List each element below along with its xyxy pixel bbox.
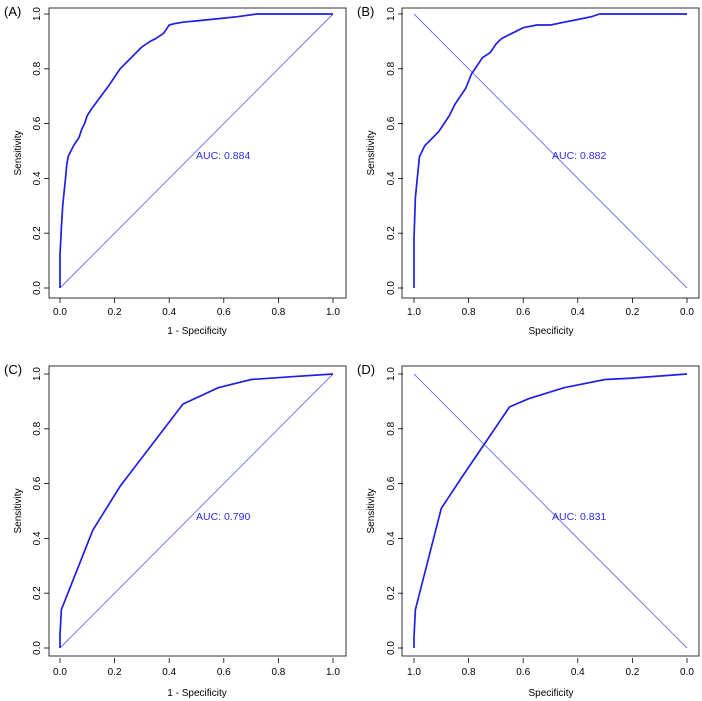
roc-plot: 1.0 0.8 0.6 0.4 0.2 0.0 0.0 0.2 0.4 0.6 0.8 1.0	[386, 7, 694, 318]
y-tick-label: 0.8	[386, 61, 397, 75]
x-tick-label: 0.0	[53, 667, 67, 678]
auc-label: AUC: 0.831	[552, 511, 606, 523]
y-axis-title: Sensitivity	[366, 488, 377, 533]
x-tick-label: 0.8	[271, 307, 285, 318]
x-tick-label: 0.6	[516, 667, 530, 678]
roc-curve	[413, 373, 688, 648]
y-tick-label: 0.0	[32, 641, 43, 655]
plot-frame	[401, 365, 700, 657]
roc-curve	[413, 13, 687, 288]
diagonal-reference-line	[59, 373, 334, 649]
x-tick-label: 1.0	[326, 667, 340, 678]
y-axis-title: Sensitivity	[13, 130, 24, 175]
y-tick-label: 0.4	[32, 171, 43, 185]
diagonal-reference-line	[413, 373, 688, 649]
x-tick-label: 0.6	[516, 307, 530, 318]
panel-label: (A)	[4, 4, 21, 19]
plot-frame	[401, 7, 700, 299]
x-tick-label: 0.6	[217, 307, 231, 318]
diagonal-reference-line	[413, 13, 688, 289]
y-tick-label: 0.2	[32, 226, 43, 240]
panel-label: (C)	[4, 362, 22, 377]
x-tick-label: 0.8	[462, 667, 476, 678]
y-tick-label: 0.0	[32, 281, 43, 295]
y-tick-label: 1.0	[32, 7, 43, 21]
y-tick-label: 0.8	[32, 61, 43, 75]
auc-label: AUC: 0.790	[196, 511, 250, 523]
x-tick-label: 0.4	[162, 667, 176, 678]
x-tick-label: 0.0	[53, 307, 67, 318]
y-axis-title: Sensitivity	[13, 488, 24, 533]
roc-plot: 1.0 0.8 0.6 0.4 0.2 0.0 0.0 0.2 0.4 0.6 0.8 1.0	[386, 367, 694, 678]
y-tick-label: 0.2	[386, 586, 397, 600]
y-tick-label: 1.0	[386, 367, 397, 381]
plot-frame	[48, 365, 347, 657]
panel-b: (B) 1.0 0.8 0.6 0.4 0.2 0.00.00.20.40.60.81.0…	[357, 4, 700, 337]
panel-label: (B)	[357, 4, 374, 19]
plot-frame	[48, 7, 347, 299]
y-tick-label: 0.6	[32, 116, 43, 130]
x-tick-label: 1.0	[407, 667, 421, 678]
panel-a: (A) 0.0 0.2 0.4 0.6 0.8 1.0 0.0 0.2 0.4 0.6 0.8 1.0…	[4, 4, 347, 337]
y-tick-label: 0.6	[32, 476, 43, 490]
x-tick-label: 0.8	[462, 307, 476, 318]
x-tick-label: 0.8	[271, 667, 285, 678]
roc-curve	[59, 373, 334, 648]
y-tick-label: 0.4	[386, 171, 397, 185]
panel-d: (D) 1.0 0.8 0.6 0.4 0.2 0.00.00.20.40.60.81.0…	[357, 362, 700, 699]
y-tick-label: 0.2	[386, 226, 397, 240]
y-tick-label: 0.0	[386, 641, 397, 655]
x-tick-label: 0.4	[162, 307, 176, 318]
y-tick-label: 1.0	[32, 367, 43, 381]
auc-label: AUC: 0.884	[196, 150, 250, 162]
x-tick-label: 1.0	[326, 307, 340, 318]
x-tick-label: 0.2	[625, 667, 639, 678]
x-tick-label: 0.0	[680, 667, 694, 678]
x-axis-title: 1 - Specificity	[167, 688, 226, 699]
x-axis-title: Specificity	[528, 688, 573, 699]
y-tick-label: 0.6	[386, 116, 397, 130]
y-tick-label: 0.0	[386, 281, 397, 295]
y-axis-title: Sensitivity	[366, 130, 377, 175]
x-axis-title: 1 - Specificity	[167, 326, 226, 337]
x-tick-label: 0.2	[108, 307, 122, 318]
panel-label: (D)	[357, 362, 375, 377]
y-tick-label: 0.4	[32, 531, 43, 545]
roc-plot: 0.0 0.2 0.4 0.6 0.8 1.0 0.0 0.2 0.4 0.6 0.8 1.0	[32, 7, 340, 318]
diagonal-reference-line	[59, 13, 334, 289]
roc-curve	[59, 13, 333, 288]
y-tick-label: 0.8	[386, 421, 397, 435]
x-tick-label: 0.2	[625, 307, 639, 318]
panel-c: (C) 0.0 0.2 0.4 0.6 0.8 1.0 0.0 0.2 0.4 0.6 0.8 1.0…	[4, 362, 347, 699]
y-tick-label: 0.6	[386, 476, 397, 490]
x-axis-title: Specificity	[528, 326, 573, 337]
x-tick-label: 0.0	[680, 307, 694, 318]
x-tick-label: 0.6	[217, 667, 231, 678]
y-tick-label: 0.2	[32, 586, 43, 600]
x-tick-label: 0.4	[571, 307, 585, 318]
x-tick-label: 1.0	[407, 307, 421, 318]
y-tick-label: 1.0	[386, 7, 397, 21]
auc-label: AUC: 0.882	[552, 150, 606, 162]
roc-plot: 0.0 0.2 0.4 0.6 0.8 1.0 0.0 0.2 0.4 0.6 0.8 1.0	[32, 367, 340, 678]
y-tick-label: 0.8	[32, 421, 43, 435]
y-tick-label: 0.4	[386, 531, 397, 545]
x-tick-label: 0.4	[571, 667, 585, 678]
x-tick-label: 0.2	[108, 667, 122, 678]
